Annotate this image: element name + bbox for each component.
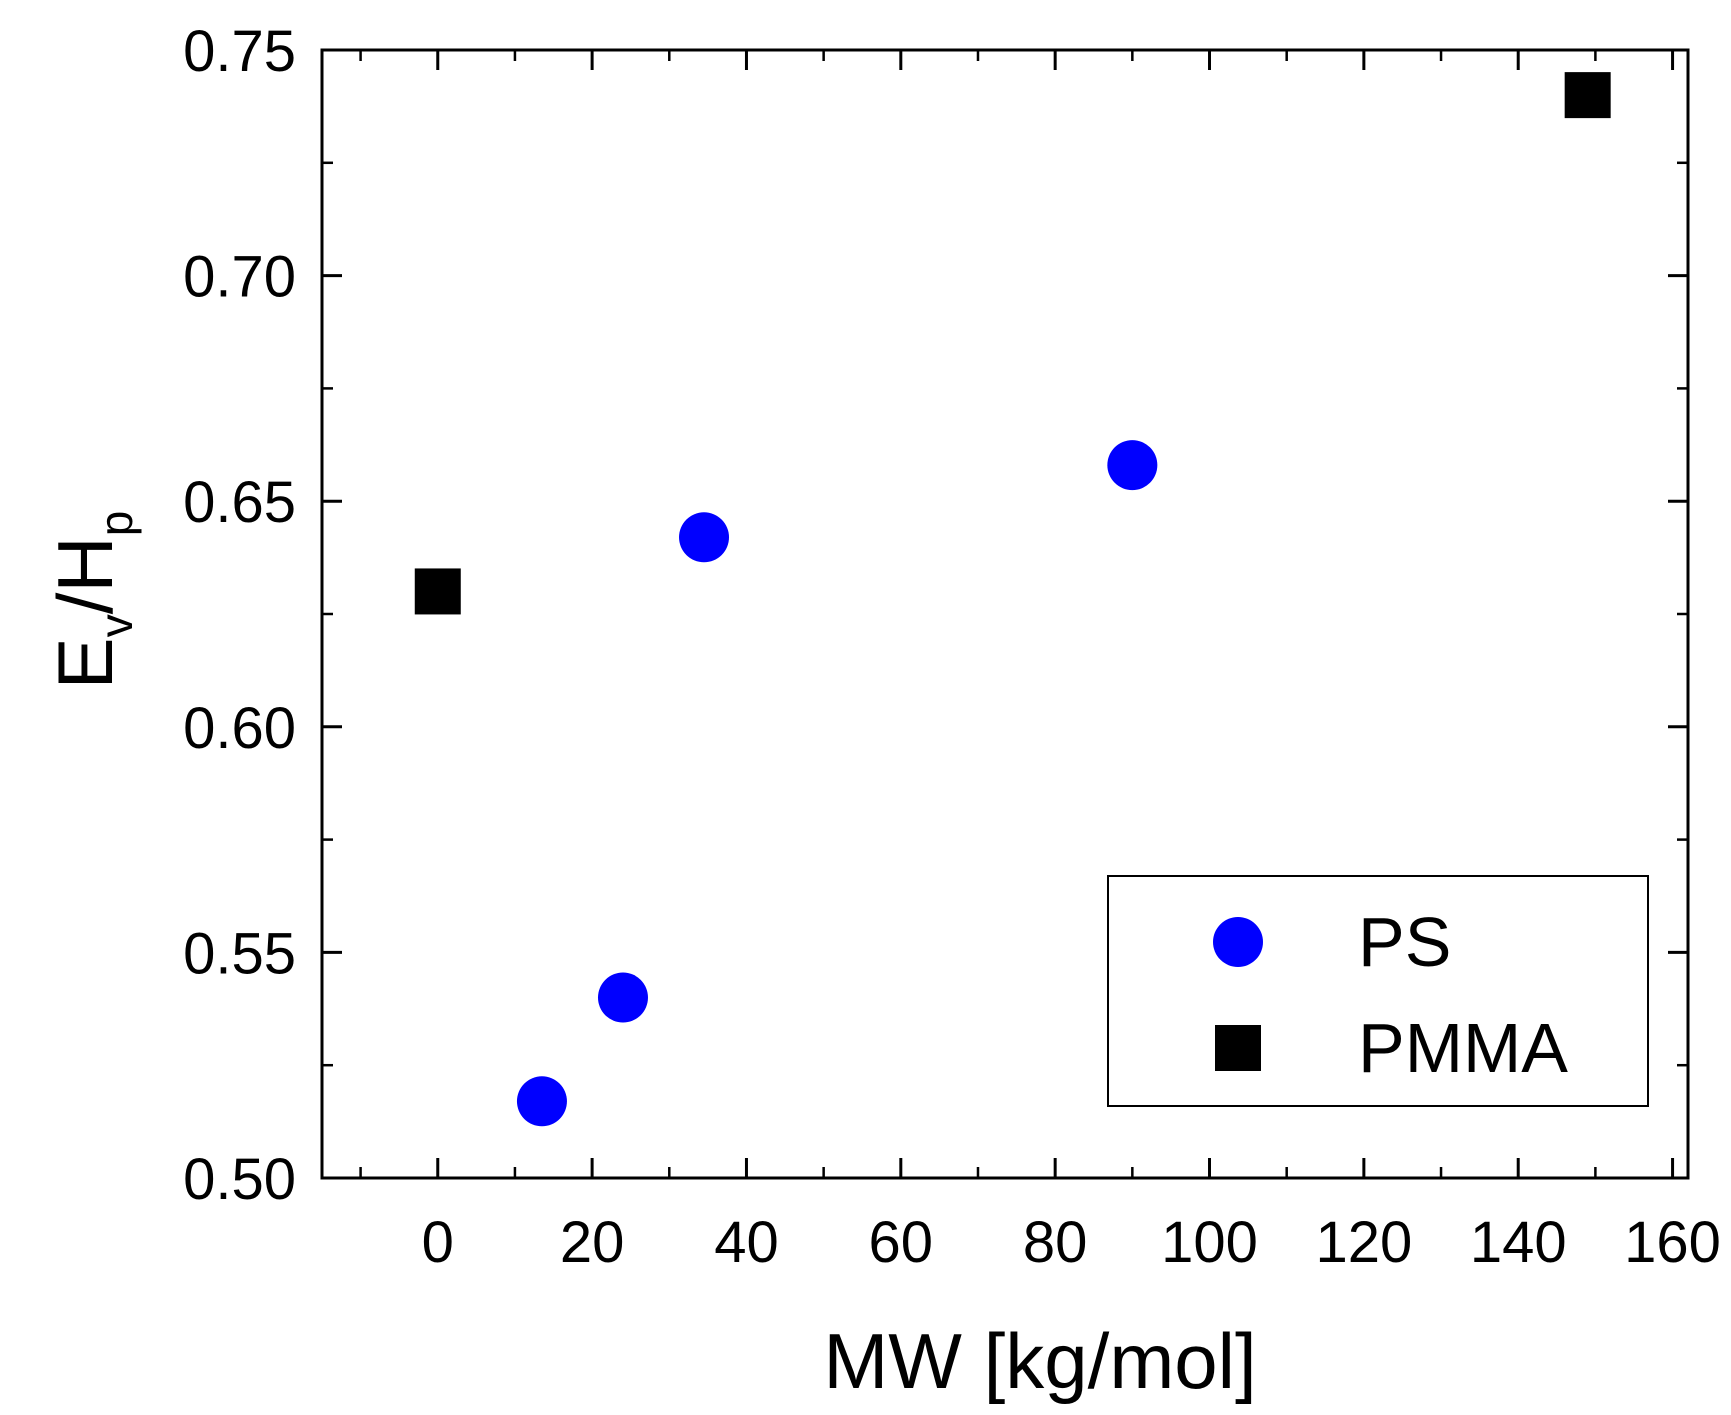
- data-point-ps: [516, 1076, 567, 1127]
- legend-label-ps: PS: [1358, 903, 1451, 981]
- x-tick-label: 120: [1315, 1210, 1412, 1275]
- y-tick-label: 0.65: [183, 470, 296, 535]
- data-point-ps: [597, 972, 648, 1023]
- y-tick-label: 0.75: [183, 19, 296, 84]
- legend-marker-ps: [1213, 917, 1263, 967]
- legend-marker-pmma: [1215, 1025, 1261, 1071]
- legend-label-pmma: PMMA: [1358, 1009, 1568, 1087]
- y-tick-label: 0.70: [183, 245, 296, 310]
- x-tick-label: 140: [1470, 1210, 1567, 1275]
- plot-frame: [320, 48, 1690, 1180]
- y-tick-label: 0.55: [183, 921, 296, 986]
- legend-box: [1107, 875, 1649, 1107]
- x-tick-label: 20: [560, 1210, 625, 1275]
- x-axis-title: MW [kg/mol]: [823, 1317, 1256, 1405]
- y-tick-labels: 0.50 0.55 0.60 0.65 0.70 0.75: [183, 19, 296, 1212]
- x-tick-label: 60: [869, 1210, 934, 1275]
- data-point-ps: [1107, 440, 1158, 491]
- x-tick-labels: 0 20 40 60 80 100 120 140 160: [422, 1210, 1721, 1275]
- legend: PS PMMA: [1107, 875, 1649, 1107]
- y-axis-title-sub-v: v: [90, 614, 142, 637]
- y-axis-title-h: /H: [41, 536, 129, 614]
- y-axis-title-e: E: [41, 637, 129, 689]
- x-tick-label: 40: [714, 1210, 779, 1275]
- x-tick-label: 80: [1023, 1210, 1088, 1275]
- data-points: [414, 72, 1611, 1127]
- minor-ticks: [322, 50, 1688, 1178]
- x-tick-label: 0: [422, 1210, 454, 1275]
- y-tick-label: 0.60: [183, 696, 296, 761]
- y-tick-label: 0.50: [183, 1147, 296, 1212]
- data-point-pmma: [1564, 72, 1611, 119]
- data-point-pmma: [414, 568, 461, 615]
- x-tick-label: 160: [1624, 1210, 1721, 1275]
- x-tick-label: 100: [1161, 1210, 1258, 1275]
- y-axis-title-sub-p: p: [90, 511, 142, 537]
- data-point-ps: [679, 512, 730, 563]
- y-axis-title: Ev/Hp: [41, 511, 142, 690]
